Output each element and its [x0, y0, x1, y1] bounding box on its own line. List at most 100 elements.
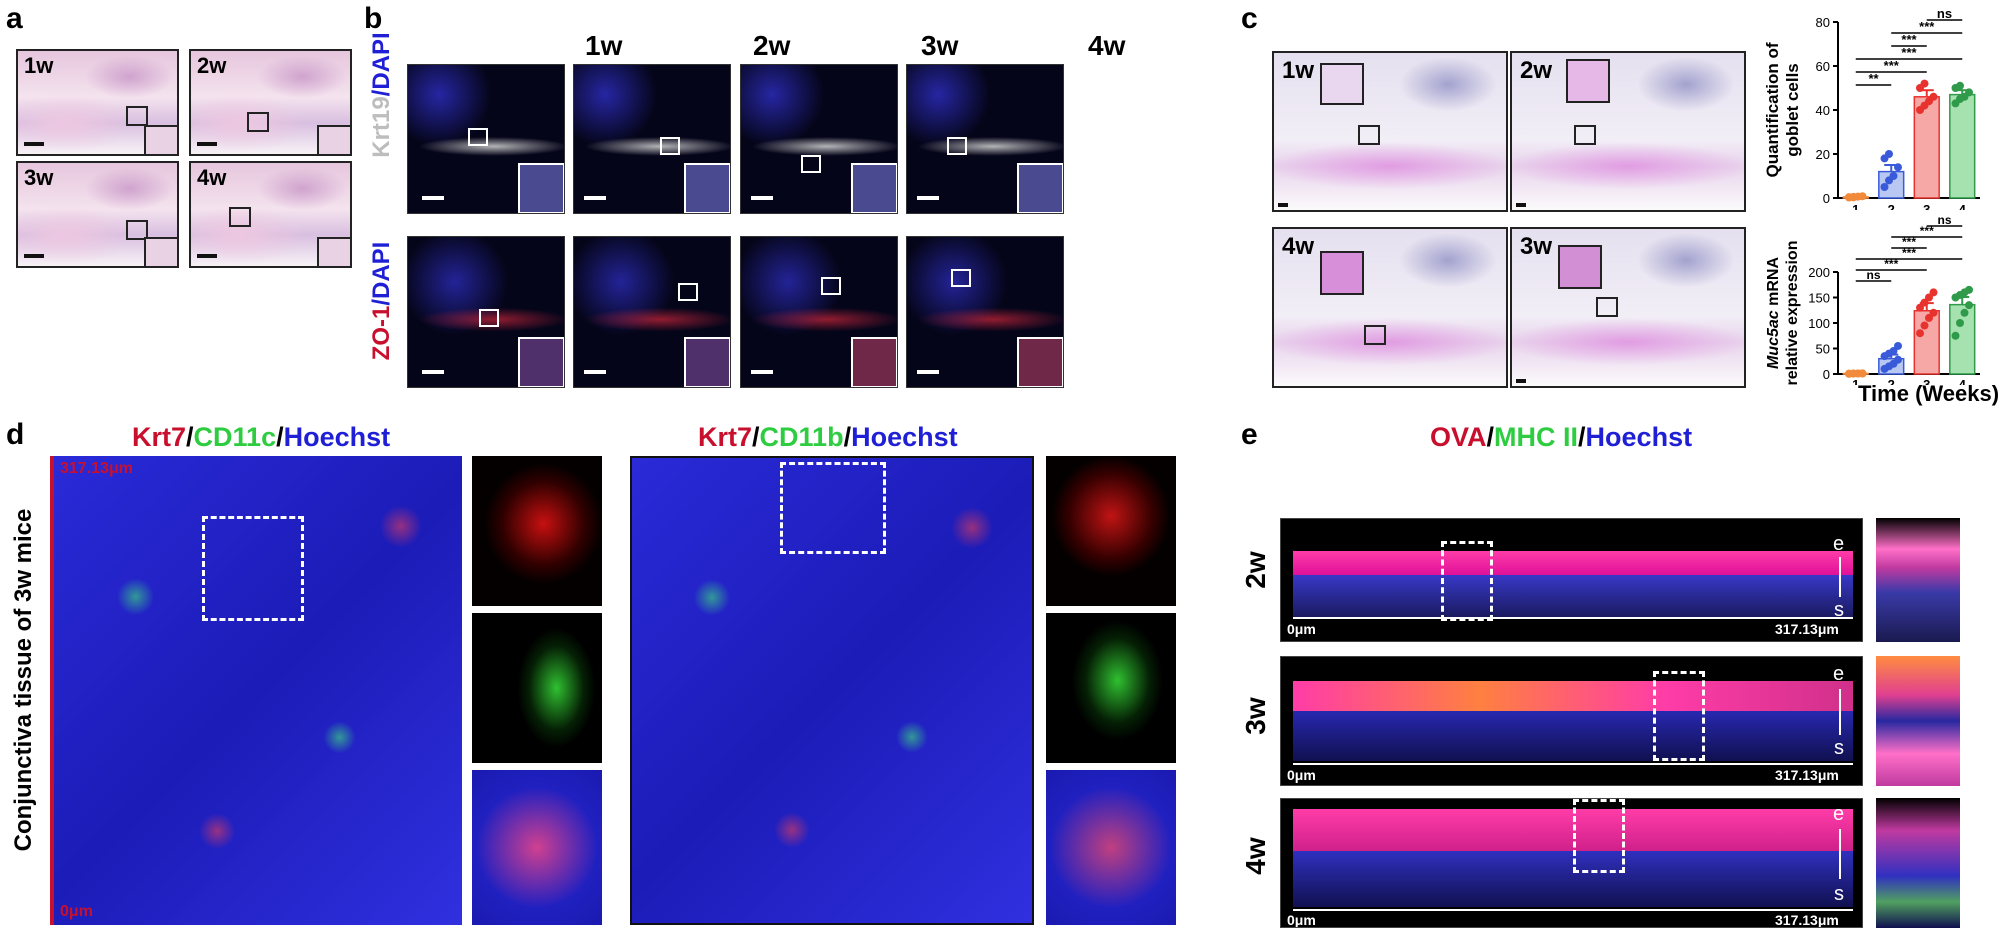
axis-line — [1293, 617, 1853, 619]
krt7-text: Krt7 — [132, 422, 187, 452]
col-label-1w: 1w — [585, 30, 623, 61]
y-axis-label-line: Muc5ac mRNA — [1765, 257, 1782, 369]
roi-box — [1653, 671, 1705, 761]
sep: / — [276, 422, 284, 452]
data-point — [1920, 79, 1929, 88]
inset-box — [947, 137, 967, 155]
inset-zoom — [317, 237, 350, 266]
cd11b-text: CD11b — [759, 422, 844, 452]
data-point — [1880, 183, 1889, 191]
inset-zoom — [144, 237, 177, 266]
b-krt19-2w — [573, 64, 731, 214]
scale-bar — [422, 370, 444, 374]
axis-line — [1293, 763, 1853, 765]
panel-d-side-label: Conjunctiva tissue of 3w mice — [10, 508, 37, 852]
y-tick-label: 80 — [1816, 15, 1830, 30]
y-axis-label: Muc5ac mRNA relative expression — [1765, 241, 1801, 385]
significance-label: ns — [1866, 268, 1880, 282]
ova-text: OVA — [1430, 422, 1487, 452]
data-point — [1885, 150, 1893, 158]
data-point — [1965, 88, 1973, 97]
b-zo1-1w — [407, 236, 565, 388]
d-zoom-red-2 — [1046, 456, 1176, 606]
tile-label: 2w — [197, 53, 227, 78]
y-axis-label-line: goblet cells — [1783, 63, 1802, 157]
hoechst-text: Hoechst — [1585, 422, 1693, 452]
y-tick-label: 100 — [1808, 316, 1830, 331]
sep: / — [186, 422, 194, 452]
row-label-krt19: Krt19/DAPI — [368, 20, 395, 170]
inset-zoom — [1566, 59, 1610, 103]
inset-box — [126, 220, 148, 240]
inset-zoom — [851, 337, 897, 387]
e-zstack-4w: 0μm 317.13μm e s — [1280, 798, 1863, 928]
scale-bar — [197, 142, 217, 146]
axis-right-label: 317.13μm — [1775, 912, 1839, 928]
data-point — [1956, 319, 1964, 327]
data-point — [1894, 355, 1902, 364]
roi-box — [202, 516, 304, 621]
inset-zoom — [684, 337, 730, 387]
panel-a-tile-3w: 3w — [16, 161, 179, 268]
panel-e-label: e — [1241, 418, 1258, 451]
inset-zoom — [518, 163, 564, 213]
axis-left-label: 0μm — [1287, 767, 1316, 783]
scale-bar — [24, 142, 44, 146]
chart-xlabel: Time (Weeks) — [1858, 381, 2000, 406]
scale-bar — [751, 370, 773, 374]
tile-label: 4w — [1282, 233, 1315, 260]
inset-box — [126, 106, 148, 126]
inset-box — [1364, 325, 1386, 345]
axis-left-label: 0μm — [1287, 621, 1316, 637]
depth-arrow — [1839, 829, 1841, 879]
data-point — [1858, 192, 1867, 201]
e-zoom-4w — [1876, 798, 1960, 928]
e-row-label-2w: 2w — [1240, 551, 1271, 589]
data-point — [1929, 288, 1938, 297]
inset-zoom — [684, 163, 730, 213]
panel-c-label: c — [1241, 2, 1258, 35]
inset-box — [660, 137, 680, 155]
inset-box — [247, 112, 269, 132]
axis-left-label: 0μm — [1287, 912, 1316, 928]
inset-zoom — [317, 125, 350, 154]
y-axis-label-line: Quantification of — [1763, 42, 1782, 177]
inset-box — [1596, 297, 1618, 317]
epithelium-band — [1293, 551, 1853, 575]
krt7-text: Krt7 — [698, 422, 753, 452]
y-tick-label: 150 — [1808, 291, 1830, 306]
scale-bar — [1516, 379, 1526, 383]
significance-label: *** — [1901, 32, 1917, 47]
dapi-text: DAPI — [368, 32, 395, 90]
data-point — [1916, 329, 1924, 338]
e-row-label-3w: 3w — [1240, 697, 1271, 735]
depth-arrow — [1839, 689, 1841, 735]
scale-bar — [1516, 203, 1526, 207]
significance-label: *** — [1901, 45, 1917, 60]
inset-zoom — [518, 337, 564, 387]
stroma-marker: s — [1834, 737, 1844, 759]
stroma-marker: s — [1834, 883, 1844, 905]
epithelium-marker: e — [1833, 533, 1845, 555]
panel-c-tile-4w: 4w — [1272, 227, 1508, 388]
y-axis-label: Quantification of goblet cells — [1763, 42, 1802, 177]
scale-bottom-label: 0μm — [60, 903, 93, 920]
inset-zoom — [1320, 251, 1364, 295]
hoechst-text: Hoechst — [283, 422, 391, 452]
data-point — [1889, 172, 1898, 180]
scale-bar — [197, 254, 217, 258]
significance-label: *** — [1902, 246, 1916, 260]
panel-c-tile-3w: 3w — [1510, 227, 1746, 388]
stroma-band — [1293, 711, 1853, 761]
scale-bar — [751, 196, 773, 200]
inset-box — [1574, 125, 1596, 145]
cd11c-text: CD11c — [193, 422, 277, 452]
y-tick-label: 50 — [1816, 342, 1830, 357]
sep: / — [843, 422, 852, 452]
depth-arrow — [1839, 557, 1841, 597]
tile-label: 2w — [1520, 57, 1553, 84]
d-zoom-merge-2 — [1046, 770, 1176, 925]
scale-bar — [422, 196, 444, 200]
y-tick-label: 200 — [1808, 265, 1830, 280]
krt19-text: Krt19 — [368, 96, 395, 158]
